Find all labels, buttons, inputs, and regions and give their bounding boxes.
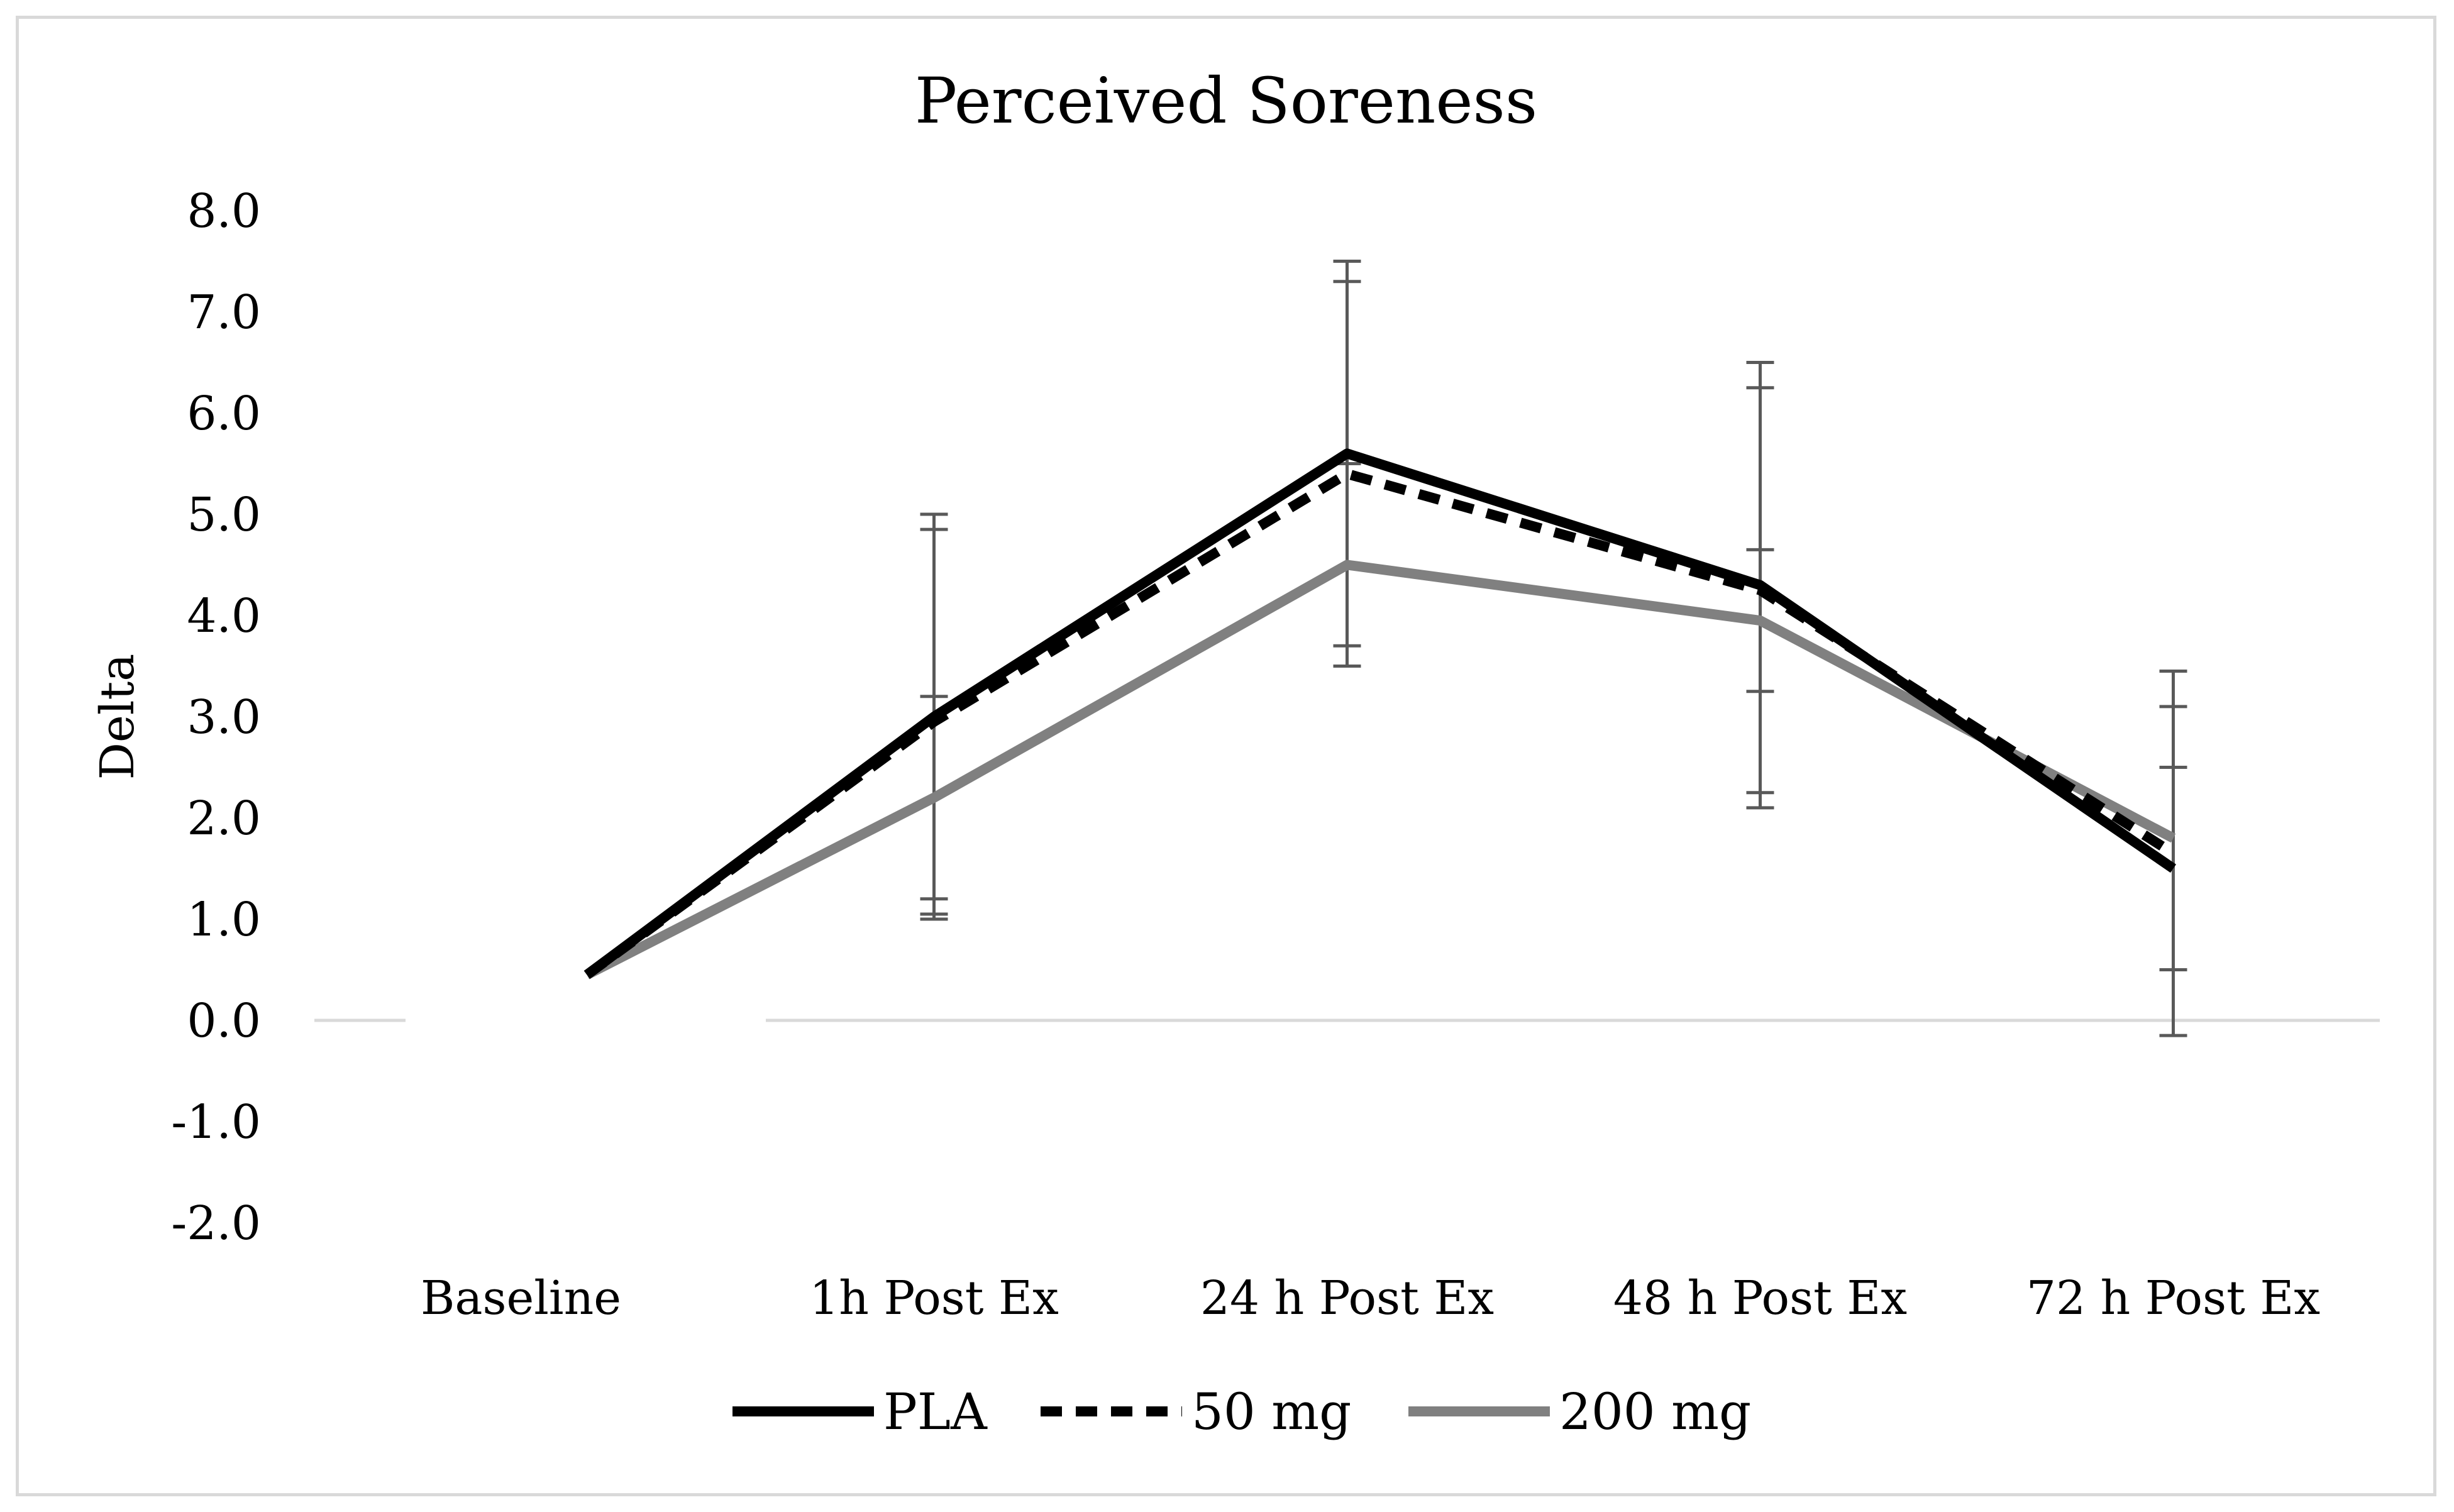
series-line-200-mg: [584, 560, 2176, 979]
y-tick-label: 4.0: [187, 589, 261, 643]
series-line-pla: [583, 448, 2177, 979]
series-line-50-mg: [583, 468, 2176, 979]
x-tick-label: 48 h Post Ex: [1613, 1271, 1907, 1325]
y-tick-label: 8.0: [187, 184, 261, 238]
y-tick-label: -1.0: [171, 1095, 261, 1149]
chart-title: Perceived Soreness: [915, 64, 1537, 138]
y-tick-label: 6.0: [187, 387, 261, 441]
legend-label: 200 mg: [1559, 1382, 1751, 1441]
y-tick-labels: 8.0 7.0 6.0 5.0 4.0 3.0 2.0 1.0 0.0 -1.0 -2.0: [171, 184, 261, 1250]
y-tick-label: -2.0: [171, 1196, 261, 1250]
x-tick-label: Baseline: [421, 1271, 621, 1325]
series-lines: [583, 448, 2177, 979]
x-tick-labels: Baseline 1h Post Ex 24 h Post Ex 48 h Post …: [421, 1271, 2320, 1325]
x-tick-label: 24 h Post Ex: [1200, 1271, 1494, 1325]
y-tick-label: 2.0: [187, 792, 261, 846]
legend-label: 50 mg: [1191, 1382, 1351, 1441]
y-tick-label: 7.0: [187, 285, 261, 339]
y-tick-label: 5.0: [187, 488, 261, 542]
y-axis-title: Delta: [91, 654, 145, 780]
y-tick-label: 1.0: [187, 893, 261, 947]
legend-label: PLA: [883, 1382, 988, 1441]
legend: PLA 50 mg 200 mg: [732, 1382, 1751, 1441]
y-tick-label: 3.0: [187, 690, 261, 744]
y-tick-label: 0.0: [187, 994, 261, 1048]
chart-frame: [16, 16, 2436, 1496]
x-tick-label: 72 h Post Ex: [2026, 1271, 2320, 1325]
x-tick-label: 1h Post Ex: [809, 1271, 1059, 1325]
error-bars: [920, 260, 2187, 1037]
